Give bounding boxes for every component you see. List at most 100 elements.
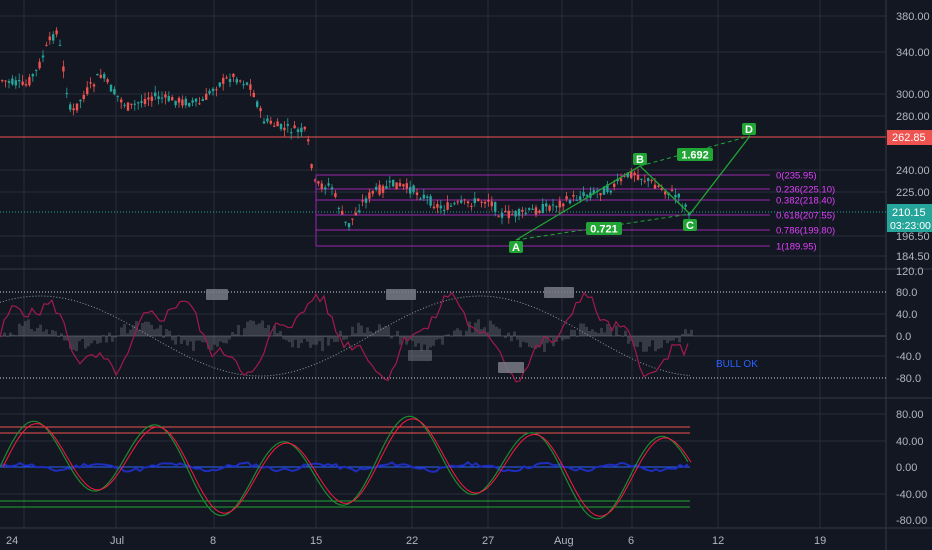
osc1-bar [387,326,390,336]
osc1-bar [360,325,363,336]
pattern-point-a[interactable]: A [509,241,523,254]
osc1-axis[interactable]: 120.0 80.0 40.0 0.0 -40.0 -80.0 [896,266,924,385]
candle-body [120,99,123,103]
osc1-bar [33,331,36,336]
candle-body [303,126,306,130]
osc1-bar [342,336,345,340]
candle-body [405,183,408,189]
candle-body [660,188,663,190]
osc1-bar [171,336,174,341]
candle-body [28,77,31,86]
candle-body [647,178,650,182]
candle-body [242,84,245,86]
candle-body [290,132,293,134]
osc1-bar [99,336,102,343]
oscillator-1-pane[interactable]: BULL OK [0,287,886,383]
candle-body [500,212,504,218]
osc1-bar [177,335,180,336]
ratio-label-ac[interactable]: 0.721 [586,222,622,236]
candle-body [334,193,337,197]
candle-body [361,200,364,202]
candle-body [174,100,177,106]
time-tick: 19 [814,535,826,547]
fib-retracement[interactable]: 0(235.95) 0.236(225.10)0.382(218.40) 0.618… [315,171,835,253]
osc1-bar [591,329,594,336]
osc1-bar [57,336,60,338]
osc1-bar [330,336,333,339]
candle-body [613,183,616,188]
osc1-bar [123,324,126,336]
candle-body [412,185,415,193]
candle-body [45,44,48,46]
candle-body [630,171,633,179]
candle-body [249,84,252,90]
osc1-bar [642,336,645,352]
pattern-point-d[interactable]: D [742,123,756,136]
osc1-bar [417,336,420,344]
osc2-tick: 0.00 [896,462,917,474]
candle-body [351,218,354,220]
osc1-bar [195,336,198,341]
osc1-tick: -80.0 [896,373,921,385]
osc1-bar [354,333,357,336]
bar-countdown-label: 03:23:00 [890,220,931,232]
svg-text:1.692: 1.692 [681,150,709,162]
osc1-bar [345,336,348,340]
osc1-bar [579,323,582,336]
osc1-bar [540,336,543,345]
resistance-price-badge [887,130,932,145]
candle-body [521,209,524,212]
osc1-bar [78,336,81,342]
ratio-label-bd[interactable]: 1.692 [677,148,713,162]
svg-text:C: C [686,220,694,232]
osc1-bar [36,327,39,336]
resistance-price-label: 262.85 [892,132,926,144]
pattern-point-c[interactable]: C [683,219,697,232]
candle-body [4,80,7,82]
osc1-bar [312,336,315,345]
oscillator-2-pane[interactable] [0,415,692,520]
candle-body [585,194,589,197]
osc1-bar [306,336,309,342]
osc1-bar [327,336,330,346]
abcd-pattern[interactable]: A B C D 1.692 0.721 [509,123,756,254]
osc1-bar [318,336,321,342]
osc1-bar [585,326,588,336]
candle-body [269,120,272,124]
price-tick: 184.50 [896,251,930,263]
candle-body [266,118,269,122]
candle-body [126,102,130,111]
osc2-axis[interactable]: 80.00 40.00 0.00 -40.00 -80.00 [896,409,927,527]
candle-body [21,81,24,85]
candle-body [487,199,490,202]
candle-body [205,93,208,100]
candle-body [619,178,623,182]
osc1-bar [24,321,27,336]
price-tick: 225.00 [896,187,930,199]
osc1-bar [309,336,312,348]
osc2-tick: -80.00 [896,515,927,527]
candle-body [286,124,289,126]
osc1-bar [222,336,225,343]
candle-body [116,95,119,97]
osc1-bar [276,332,279,336]
price-axis[interactable]: 380.00 340.00 300.00 280.00 240.00 225.0… [887,11,932,263]
candle-body [575,199,578,201]
osc1-bar [525,336,528,343]
svg-text:B: B [636,154,644,166]
osc1-bar [336,336,339,342]
osc1-bar [264,327,267,336]
time-axis[interactable]: 24 Jul 8 15 22 27 Aug 6 12 19 [6,535,826,547]
candle-body [245,82,249,85]
osc1-bar [261,320,264,336]
osc1-bar [120,327,123,336]
candle-body [11,78,14,85]
osc1-bar [489,320,492,336]
candle-body [633,172,636,176]
osc1-bar [678,336,681,343]
osc1-bar [582,323,585,336]
candle-body [640,178,643,180]
candle-body [602,186,606,195]
pattern-point-b[interactable]: B [633,153,647,166]
